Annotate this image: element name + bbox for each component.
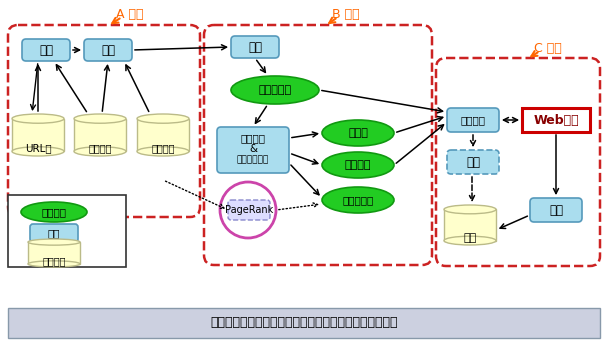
Ellipse shape — [12, 147, 64, 156]
FancyBboxPatch shape — [84, 39, 132, 61]
Text: 抓取: 抓取 — [39, 43, 53, 57]
Ellipse shape — [137, 147, 189, 156]
Text: 挖掘: 挖掘 — [466, 155, 480, 169]
Ellipse shape — [322, 120, 394, 146]
Text: PageRank: PageRank — [225, 205, 273, 215]
Ellipse shape — [322, 152, 394, 178]
Bar — [12, 119, 64, 151]
Bar — [28, 242, 80, 264]
Bar — [444, 209, 496, 240]
FancyBboxPatch shape — [231, 36, 279, 58]
FancyBboxPatch shape — [30, 224, 78, 242]
Text: A 搜集: A 搜集 — [116, 8, 143, 20]
Text: &: & — [249, 144, 257, 154]
Text: 提取: 提取 — [101, 43, 115, 57]
Text: 网页元数据: 网页元数据 — [342, 195, 374, 205]
Bar — [137, 119, 189, 151]
FancyBboxPatch shape — [530, 198, 582, 222]
Ellipse shape — [21, 202, 87, 222]
Text: 数据产品: 数据产品 — [42, 256, 66, 266]
Text: 日志: 日志 — [463, 233, 477, 243]
Text: 索引词表: 索引词表 — [345, 160, 371, 170]
Ellipse shape — [231, 76, 319, 104]
Text: URL库: URL库 — [25, 143, 51, 153]
FancyBboxPatch shape — [447, 150, 499, 174]
Text: 记录: 记录 — [549, 203, 563, 217]
Ellipse shape — [74, 147, 126, 156]
Text: B 管理: B 管理 — [332, 8, 360, 20]
Ellipse shape — [12, 114, 64, 123]
Ellipse shape — [74, 114, 126, 123]
Bar — [8, 195, 126, 267]
Text: Web搜索: Web搜索 — [533, 113, 579, 127]
Text: 查询代理: 查询代理 — [460, 115, 486, 125]
Text: C 服务: C 服务 — [534, 42, 562, 54]
Ellipse shape — [444, 236, 496, 245]
Bar — [522, 108, 590, 132]
Ellipse shape — [444, 205, 496, 214]
Ellipse shape — [137, 114, 189, 123]
Text: 网页结构: 网页结构 — [151, 143, 174, 153]
FancyBboxPatch shape — [217, 127, 289, 173]
Text: 索引: 索引 — [248, 41, 262, 53]
Ellipse shape — [28, 239, 80, 245]
Ellipse shape — [322, 187, 394, 213]
FancyBboxPatch shape — [228, 200, 270, 220]
Text: 内部数据: 内部数据 — [41, 207, 66, 217]
Text: 原始网页: 原始网页 — [88, 143, 112, 153]
Text: 过程: 过程 — [48, 228, 60, 238]
Bar — [74, 119, 126, 151]
FancyBboxPatch shape — [447, 108, 499, 132]
Text: 倒排表: 倒排表 — [348, 128, 368, 138]
Text: 分析网页: 分析网页 — [241, 133, 266, 143]
Bar — [8, 308, 600, 338]
Text: 索引网页库: 索引网页库 — [258, 85, 292, 95]
Ellipse shape — [28, 261, 80, 267]
Text: 李晓明等著，搜索引擎之原理、技术和系统，科学出版社: 李晓明等著，搜索引擎之原理、技术和系统，科学出版社 — [210, 316, 398, 330]
FancyBboxPatch shape — [22, 39, 70, 61]
Text: 建立倒排索引: 建立倒排索引 — [237, 155, 269, 164]
